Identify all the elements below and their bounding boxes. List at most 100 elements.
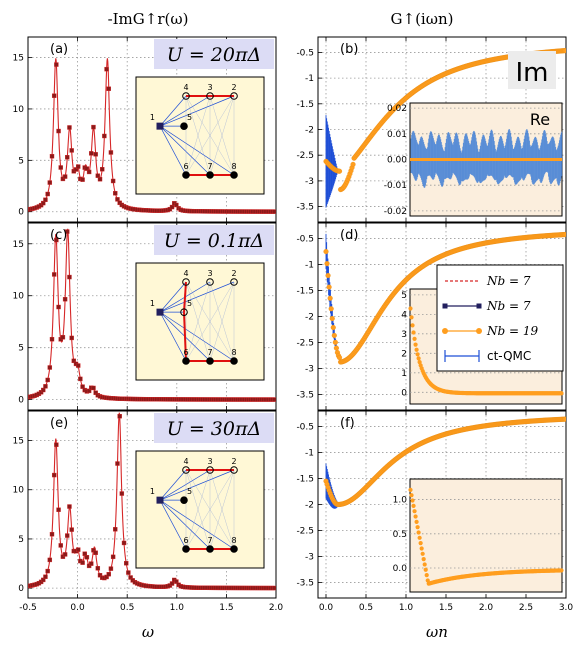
- spectral-point: [65, 155, 70, 160]
- spectral-point: [69, 148, 74, 153]
- node-label: 5: [187, 299, 192, 308]
- axes-frame: [27, 222, 277, 411]
- weak-bond: [185, 95, 211, 176]
- node-label: 7: [207, 348, 212, 357]
- hybridization-bond: [159, 281, 187, 313]
- spectral-point: [60, 335, 66, 340]
- node-label: 3: [207, 83, 212, 92]
- spectral-point: [113, 527, 118, 532]
- y-tick-label: 10: [13, 292, 25, 302]
- impurity-node: [156, 496, 164, 504]
- inset-point: [424, 573, 429, 578]
- inset-y-tick-label: 4: [401, 310, 407, 320]
- spectral-point: [126, 570, 131, 575]
- right-column-title: G↑(iωn): [391, 10, 454, 28]
- spectral-point: [91, 385, 96, 391]
- spectral-point: [100, 167, 105, 172]
- inset-point: [420, 551, 425, 556]
- legend-marker: [442, 303, 448, 309]
- chain-diagram-inset: [135, 450, 265, 569]
- spectral-point: [121, 540, 127, 546]
- spectral-point: [93, 152, 98, 157]
- inset-plot: [408, 487, 564, 586]
- spectral-point: [62, 297, 68, 302]
- inset-y-tick-label: 0.01: [387, 130, 407, 140]
- inset-y-tick-label: 3: [401, 330, 407, 340]
- inset-point: [409, 315, 414, 320]
- spectral-point: [51, 93, 57, 98]
- y-tick-label: -1.5: [296, 100, 314, 110]
- inset-point: [410, 498, 415, 503]
- nrg-point: [330, 324, 336, 331]
- spectral-panel-e: -0.5 0.0 0.5 1.0 1.5 2.0 0 5 10 15 (e) U = 30πΔ 1 4 3 2…: [13, 410, 283, 613]
- inset-point: [413, 514, 418, 519]
- plot-area: [323, 231, 566, 365]
- spectral-point: [69, 527, 74, 532]
- bath-node: [180, 308, 188, 316]
- y-tick-label: -1: [305, 449, 314, 459]
- right-x-axis-label: ωn: [426, 623, 448, 641]
- weak-bond: [185, 95, 235, 176]
- inset-point: [418, 541, 423, 546]
- y-tick-label: -2.5: [296, 151, 314, 161]
- nrg-point: [562, 416, 566, 422]
- spectral-panel-a: 0 5 10 15 (a) U = 20πΔ 1 4 3 2 5 6 7 8: [13, 36, 277, 223]
- node-label: 5: [187, 487, 192, 496]
- impurity-node: [156, 308, 164, 316]
- node-label: 2: [231, 269, 236, 278]
- imag-part-tag-bg: [508, 51, 556, 89]
- matsubara-panel-b: -3.5 -3 -2.5 -2 -1.5 -1 -0.5 (b) Im -0.02 -0.01 0.0…: [296, 36, 567, 223]
- inset-point: [416, 356, 421, 361]
- bath-node: [230, 466, 238, 474]
- spectral-point: [97, 177, 103, 182]
- spectral-point: [67, 504, 72, 509]
- inset-point: [421, 557, 426, 562]
- bath-node: [206, 466, 214, 474]
- hybridization-bond: [159, 469, 211, 501]
- weak-bond: [185, 281, 235, 362]
- interaction-label-bg: [154, 413, 274, 443]
- inset-point: [411, 330, 416, 335]
- hybridization-bond: [159, 499, 211, 550]
- plot-area: [28, 228, 276, 402]
- y-tick-label: -0.5: [296, 235, 314, 245]
- inset-point: [412, 336, 417, 341]
- spectral-point: [54, 62, 59, 67]
- inset-y-tick-label: 2: [401, 349, 407, 359]
- spectral-point: [110, 178, 116, 184]
- y-tick-label: -2.5: [296, 338, 314, 348]
- inset-point: [425, 578, 430, 583]
- y-tick-label: 5: [18, 344, 24, 354]
- nrg-point: [324, 261, 330, 267]
- bath-node: [206, 357, 214, 365]
- node-label: 6: [183, 162, 188, 171]
- bath-node: [206, 171, 214, 179]
- hybridization-bond: [159, 281, 235, 313]
- y-tick-label: 0: [18, 584, 24, 594]
- spectral-point: [45, 191, 50, 197]
- bath-node: [206, 545, 214, 553]
- node-label: 7: [207, 536, 212, 545]
- y-tick-label: -1: [305, 74, 314, 84]
- inset-point: [408, 306, 413, 311]
- node-label: 6: [183, 348, 188, 357]
- bath-node: [230, 545, 238, 553]
- spectral-point: [45, 568, 50, 574]
- x-tick-label: 2.0: [479, 603, 494, 613]
- spectral-point: [62, 552, 68, 557]
- spectral-point: [86, 169, 92, 175]
- panel-label: (a): [50, 42, 68, 57]
- inset-point: [559, 568, 564, 573]
- x-tick-label: 0.0: [319, 603, 334, 613]
- bath-node: [182, 92, 190, 100]
- bath-node: [182, 171, 190, 179]
- inset-point: [411, 503, 416, 508]
- y-tick-label: 0: [18, 396, 24, 406]
- inset-point: [414, 519, 419, 524]
- x-tick-label: 0.0: [70, 603, 85, 613]
- y-tick-label: 15: [13, 437, 24, 447]
- spectral-point: [65, 533, 70, 538]
- weak-bond: [209, 95, 235, 176]
- x-tick-label: 1.0: [399, 603, 414, 613]
